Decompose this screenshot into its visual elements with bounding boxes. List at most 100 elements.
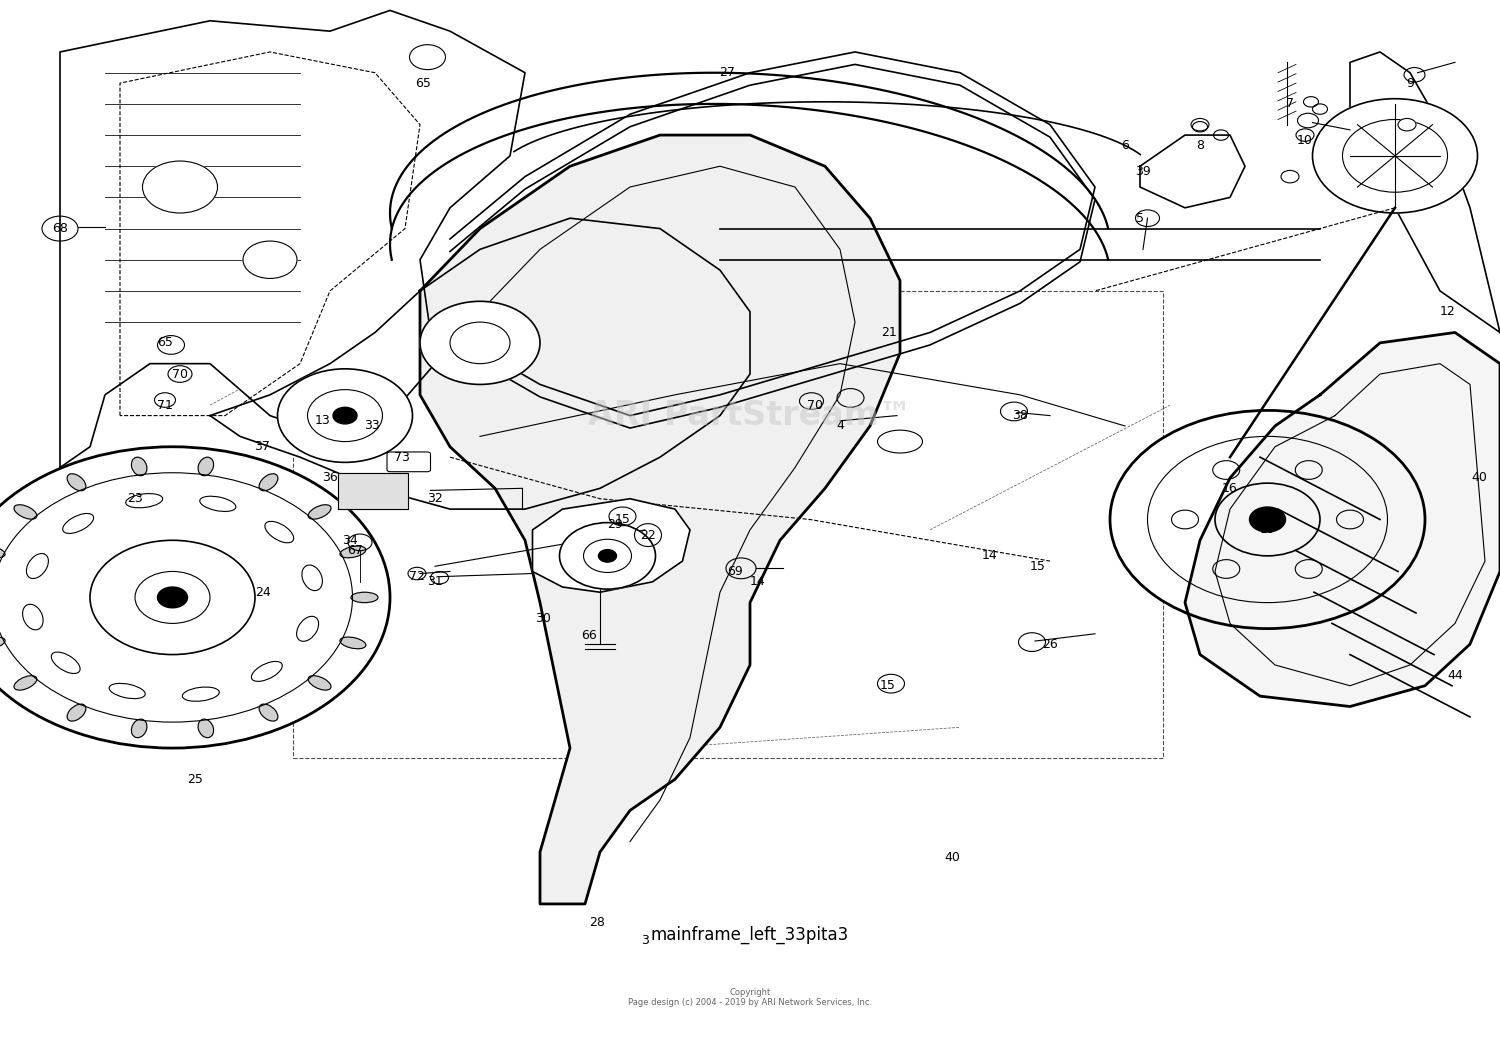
Text: ARI PartStream™: ARI PartStream™	[588, 399, 912, 432]
Circle shape	[1296, 129, 1314, 141]
Ellipse shape	[266, 522, 294, 542]
Ellipse shape	[302, 565, 322, 590]
Circle shape	[278, 369, 412, 462]
Ellipse shape	[260, 474, 278, 490]
Ellipse shape	[13, 505, 38, 520]
Circle shape	[1250, 507, 1286, 532]
Circle shape	[560, 523, 656, 589]
Text: 7: 7	[1286, 98, 1294, 110]
Text: 8: 8	[1196, 139, 1204, 152]
Ellipse shape	[63, 513, 93, 533]
Text: 9: 9	[1406, 77, 1414, 89]
Polygon shape	[420, 135, 900, 904]
Text: 3: 3	[640, 934, 650, 947]
Text: 14: 14	[982, 550, 998, 562]
Text: 14: 14	[750, 576, 765, 588]
Text: 70: 70	[172, 368, 188, 380]
Text: 65: 65	[416, 77, 430, 89]
Ellipse shape	[126, 494, 162, 508]
Text: 30: 30	[536, 612, 550, 624]
Ellipse shape	[183, 687, 219, 701]
Ellipse shape	[68, 474, 86, 490]
Ellipse shape	[13, 675, 38, 690]
Text: 38: 38	[1013, 409, 1028, 422]
Polygon shape	[532, 499, 690, 592]
Text: 69: 69	[728, 565, 742, 578]
Circle shape	[1110, 410, 1425, 629]
Circle shape	[243, 241, 297, 278]
Text: 19: 19	[1260, 524, 1275, 536]
Ellipse shape	[68, 704, 86, 721]
Circle shape	[420, 301, 540, 384]
Polygon shape	[210, 218, 750, 509]
Ellipse shape	[198, 719, 213, 738]
Circle shape	[598, 550, 616, 562]
Text: 4: 4	[836, 420, 844, 432]
Text: 71: 71	[158, 399, 172, 411]
Text: 5: 5	[1136, 212, 1144, 224]
Circle shape	[0, 447, 390, 748]
FancyBboxPatch shape	[387, 452, 430, 472]
Ellipse shape	[0, 547, 4, 558]
Text: 12: 12	[1440, 305, 1455, 318]
Text: Copyright
Page design (c) 2004 - 2019 by ARI Network Services, Inc.: Copyright Page design (c) 2004 - 2019 by…	[628, 988, 872, 1007]
Ellipse shape	[22, 605, 44, 630]
Circle shape	[1281, 170, 1299, 183]
Text: 36: 36	[322, 472, 338, 484]
Text: 34: 34	[342, 534, 357, 547]
Text: 29: 29	[608, 518, 622, 531]
Text: 44: 44	[1448, 669, 1462, 682]
Polygon shape	[1185, 332, 1500, 707]
Text: 10: 10	[1298, 134, 1312, 146]
Text: 67: 67	[348, 544, 363, 557]
Text: 70: 70	[807, 399, 822, 411]
Ellipse shape	[252, 662, 282, 682]
Text: 6: 6	[1120, 139, 1130, 152]
Text: 22: 22	[640, 529, 656, 541]
Circle shape	[158, 587, 188, 608]
Text: 23: 23	[128, 492, 142, 505]
Text: 27: 27	[720, 66, 735, 79]
Ellipse shape	[340, 637, 366, 648]
Text: 68: 68	[53, 222, 68, 235]
Ellipse shape	[51, 652, 80, 673]
Ellipse shape	[308, 675, 332, 690]
Text: 28: 28	[590, 916, 604, 929]
Text: 31: 31	[427, 576, 442, 588]
Ellipse shape	[198, 457, 213, 476]
Text: 40: 40	[945, 851, 960, 863]
Text: 16: 16	[1222, 482, 1238, 495]
Text: 39: 39	[1136, 165, 1150, 178]
Text: 15: 15	[615, 513, 630, 526]
Ellipse shape	[878, 430, 922, 453]
Text: 65: 65	[158, 337, 172, 349]
Text: 24: 24	[255, 586, 270, 598]
Ellipse shape	[297, 616, 318, 641]
Text: 32: 32	[427, 492, 442, 505]
Text: 73: 73	[394, 451, 410, 463]
Text: 72: 72	[410, 570, 424, 583]
Circle shape	[1312, 99, 1478, 213]
Text: 66: 66	[582, 630, 597, 642]
Ellipse shape	[340, 547, 366, 558]
Text: 13: 13	[315, 415, 330, 427]
Text: 15: 15	[1030, 560, 1045, 572]
Text: 25: 25	[188, 773, 202, 785]
Text: 37: 37	[255, 441, 270, 453]
Ellipse shape	[0, 637, 4, 648]
Text: 15: 15	[880, 680, 896, 692]
Ellipse shape	[260, 704, 278, 721]
Text: 26: 26	[1042, 638, 1058, 650]
Ellipse shape	[132, 719, 147, 738]
Ellipse shape	[27, 554, 48, 579]
Circle shape	[1191, 118, 1209, 131]
Polygon shape	[60, 10, 525, 468]
Text: mainframe_left_33pita3: mainframe_left_33pita3	[651, 926, 849, 944]
Polygon shape	[1350, 52, 1500, 332]
Ellipse shape	[351, 592, 378, 603]
Text: 40: 40	[1472, 472, 1486, 484]
Circle shape	[333, 407, 357, 424]
Polygon shape	[1140, 135, 1245, 208]
Ellipse shape	[110, 684, 146, 698]
Ellipse shape	[308, 505, 332, 520]
